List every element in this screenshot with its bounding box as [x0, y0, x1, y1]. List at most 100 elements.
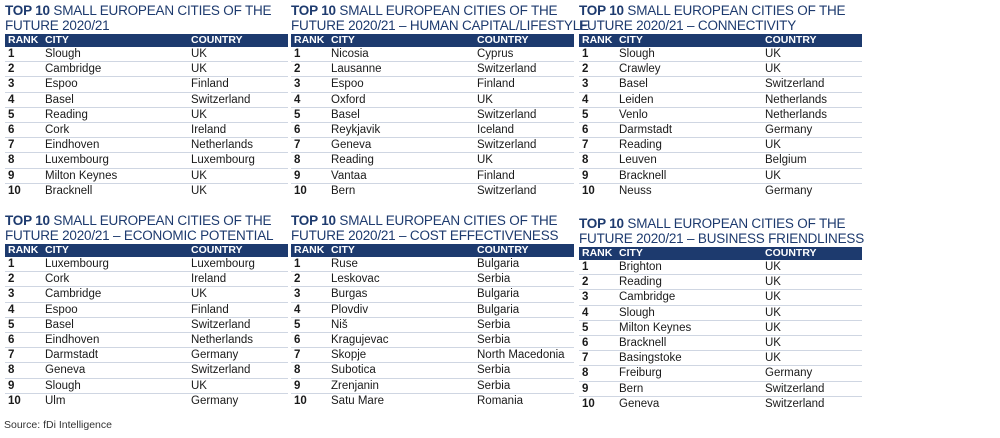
city-cell: Darmstadt [45, 349, 99, 362]
table-row: 9 Milton Keynes UK [5, 169, 288, 184]
table-row: 3 Espoo Finland [291, 77, 574, 93]
rank-cell: 7 [582, 352, 589, 365]
city-cell: Oxford [331, 93, 366, 106]
country-cell: Germany [191, 394, 239, 407]
country-cell: Switzerland [765, 382, 825, 395]
title-bold: TOP 10 [5, 213, 50, 228]
table-row: 10 Bern Switzerland [291, 184, 574, 199]
title-line2: FUTURE 2020/21 – COST EFFECTIVENESS [291, 228, 559, 243]
table-title: TOP 10 SMALL EUROPEAN CITIES OF THE FUTUR… [291, 3, 589, 33]
city-cell: Geneva [331, 139, 372, 152]
title-line1: SMALL EUROPEAN CITIES OF THE [623, 216, 846, 231]
city-cell: Geneva [45, 364, 86, 377]
table-title: TOP 10 SMALL EUROPEAN CITIES OF THE FUTUR… [579, 3, 862, 33]
rank-cell: 1 [8, 258, 15, 270]
city-cell: Darmstadt [619, 123, 673, 136]
country-cell: Netherlands [765, 93, 828, 106]
table-header: RANK CITY COUNTRY [5, 244, 288, 257]
city-cell: Basel [331, 108, 360, 121]
country-cell: Netherlands [191, 333, 254, 346]
table-human-capital: TOP 10 SMALL EUROPEAN CITIES OF THE FUTUR… [291, 3, 589, 199]
country-cell: Germany [765, 367, 813, 380]
rank-cell: 7 [8, 349, 15, 362]
header-city: CITY [45, 244, 69, 256]
country-cell: UK [191, 108, 207, 121]
city-cell: Crawley [619, 63, 661, 76]
table-row: 9 Vantaa Finland [291, 169, 574, 184]
city-cell: Cambridge [45, 288, 102, 301]
city-cell: Burgas [331, 288, 368, 301]
table-title: TOP 10 SMALL EUROPEAN CITIES OF THE FUTUR… [5, 213, 288, 243]
table-row: 1 Slough UK [579, 47, 862, 63]
city-cell: Satu Mare [331, 394, 385, 407]
rank-cell: 1 [582, 261, 589, 273]
rank-cell: 6 [8, 333, 15, 346]
rank-cell: 7 [8, 139, 15, 152]
city-cell: Lausanne [331, 63, 382, 76]
table-row: 4 Leiden Netherlands [579, 93, 862, 108]
country-cell: Ireland [191, 273, 227, 286]
table-header: RANK CITY COUNTRY [5, 34, 288, 47]
rank-cell: 5 [8, 318, 15, 331]
city-cell: Basel [619, 78, 648, 91]
header-rank: RANK [582, 34, 613, 46]
city-cell: Luxembourg [45, 154, 109, 167]
header-country: COUNTRY [191, 34, 243, 46]
title-line2: FUTURE 2020/21 – BUSINESS FRIENDLINESS [579, 231, 864, 246]
rank-cell: 9 [8, 169, 15, 182]
city-cell: Slough [45, 48, 81, 60]
city-cell: Brighton [619, 261, 662, 273]
rank-cell: 3 [294, 78, 301, 91]
title-bold: TOP 10 [291, 3, 336, 18]
city-cell: Nicosia [331, 48, 369, 60]
title-bold: TOP 10 [5, 3, 50, 18]
table-header: RANK CITY COUNTRY [291, 34, 574, 47]
city-cell: Freiburg [619, 367, 662, 380]
table-cost-effectiveness: TOP 10 SMALL EUROPEAN CITIES OF THE FUTUR… [291, 213, 574, 409]
country-cell: Finland [477, 169, 515, 182]
table-row: 7 Skopje North Macedonia [291, 348, 574, 364]
rank-cell: 4 [582, 306, 589, 319]
rank-cell: 9 [582, 382, 589, 395]
header-rank: RANK [582, 247, 613, 259]
country-cell: Switzerland [191, 364, 251, 377]
rank-cell: 5 [294, 108, 301, 121]
city-cell: Ruse [331, 258, 358, 270]
rank-cell: 10 [8, 184, 21, 197]
table-row: 5 Reading UK [5, 108, 288, 123]
table-header: RANK CITY COUNTRY [291, 244, 574, 257]
country-cell: UK [765, 336, 781, 349]
rank-cell: 1 [294, 258, 301, 270]
table-row: 8 Geneva Switzerland [5, 363, 288, 379]
header-rank: RANK [8, 244, 39, 256]
header-country: COUNTRY [477, 34, 529, 46]
rank-cell: 9 [8, 379, 15, 392]
country-cell: Luxembourg [191, 258, 255, 270]
rank-cell: 7 [294, 349, 301, 362]
table-row: 2 Cambridge UK [5, 62, 288, 78]
title-bold: TOP 10 [579, 216, 624, 231]
header-city: CITY [619, 247, 643, 259]
header-city: CITY [331, 34, 355, 46]
title-line2: FUTURE 2020/21 [5, 18, 110, 33]
city-cell: Milton Keynes [619, 321, 692, 334]
country-cell: UK [765, 321, 781, 334]
country-cell: UK [765, 169, 781, 182]
country-cell: UK [477, 154, 493, 167]
table-row: 3 Cambridge UK [5, 287, 288, 303]
city-cell: Reading [619, 276, 662, 289]
table-row: 9 Zrenjanin Serbia [291, 379, 574, 394]
table-body: 1 Slough UK 2 Crawley UK 3 Basel Switzerland 4 Lei… [579, 47, 862, 199]
title-line1: SMALL EUROPEAN CITIES OF THE [623, 3, 846, 18]
table-business-friendliness: TOP 10 SMALL EUROPEAN CITIES OF THE FUTUR… [579, 216, 864, 412]
table-row: 6 Darmstadt Germany [579, 123, 862, 139]
table-title: TOP 10 SMALL EUROPEAN CITIES OF THE FUTUR… [5, 3, 288, 33]
country-cell: UK [765, 306, 781, 319]
city-cell: Bern [619, 382, 644, 395]
table-row: 6 Reykjavik Iceland [291, 123, 574, 139]
rank-cell: 6 [8, 123, 15, 136]
table-title: TOP 10 SMALL EUROPEAN CITIES OF THE FUTUR… [291, 213, 574, 243]
city-cell: Bracknell [619, 336, 667, 349]
header-country: COUNTRY [765, 247, 817, 259]
rank-cell: 3 [582, 78, 589, 91]
